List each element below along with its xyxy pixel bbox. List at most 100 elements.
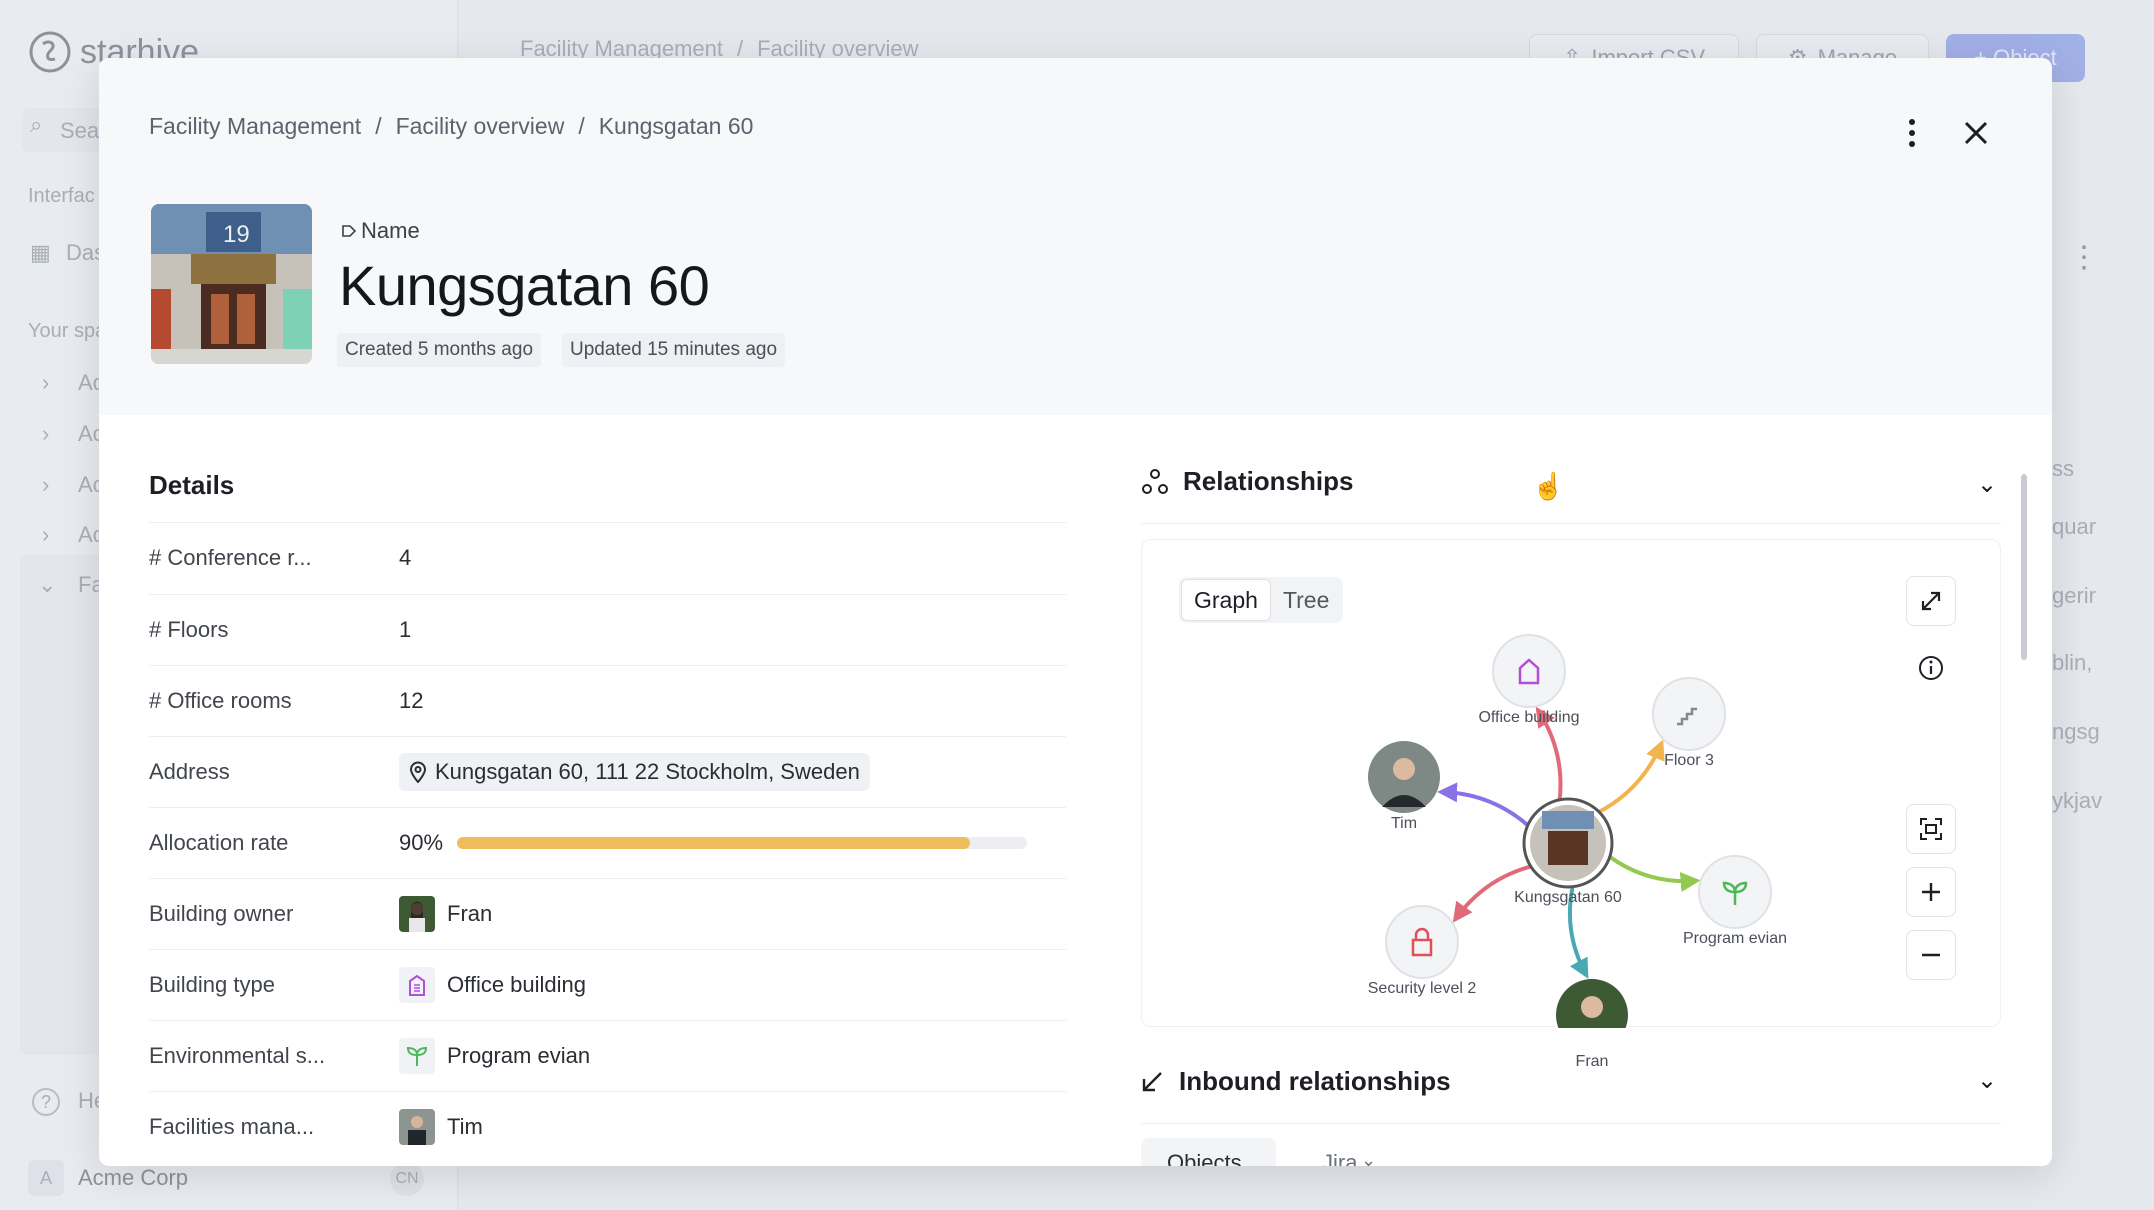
- value-text: 4: [399, 545, 412, 570]
- scrollbar[interactable]: [2021, 474, 2027, 660]
- background-breadcrumb: Facility Management / Facility overview: [520, 36, 919, 61]
- search-icon: ⌕: [30, 112, 43, 137]
- expand-button[interactable]: [1906, 576, 1956, 626]
- zoom-in-button[interactable]: [1906, 867, 1956, 917]
- breadcrumb-item[interactable]: Facility Management: [520, 36, 723, 61]
- building-icon: [399, 967, 435, 1003]
- program-name: Program evian: [447, 1043, 591, 1068]
- field-value[interactable]: 12: [399, 688, 423, 714]
- arrow-down-left-icon: [1142, 1071, 1162, 1091]
- field-value[interactable]: Tim: [399, 1109, 483, 1145]
- node-fran[interactable]: [1556, 979, 1628, 1028]
- edge-security: [1452, 863, 1536, 923]
- cell-fragment: gerir: [2052, 583, 2097, 608]
- node-center[interactable]: [1522, 797, 1614, 889]
- plus-icon: [1922, 883, 1940, 901]
- workspace-name[interactable]: Acme Corp: [78, 1165, 189, 1190]
- section-your-spaces: Your spa: [28, 320, 107, 342]
- nav-dashboard[interactable]: Das: [66, 240, 106, 265]
- created-badge: Created 5 months ago: [337, 333, 542, 367]
- relationships-icon: [1142, 468, 1168, 494]
- person-name: Tim: [447, 1114, 483, 1139]
- relationship-graph[interactable]: Graph Tree Office building Floor 3 Tim Prog…: [1141, 539, 2002, 1070]
- field-label: Address: [149, 759, 230, 784]
- allocation-progress-bar: [457, 837, 1028, 849]
- breadcrumb-item[interactable]: Facility overview: [757, 36, 919, 61]
- edge-office: [1535, 706, 1563, 805]
- name-label-text: Name: [361, 218, 420, 243]
- edge-floor: [1594, 739, 1665, 816]
- breadcrumb-item[interactable]: Facility Management: [149, 113, 362, 139]
- node-label: Fran: [1575, 1053, 1609, 1070]
- node-office[interactable]: [1492, 634, 1566, 708]
- cell-fragment: quar: [2052, 514, 2097, 539]
- chevron-down-icon[interactable]: ⌄: [1977, 471, 1998, 498]
- building-icon: [1518, 658, 1540, 685]
- divider: [1141, 1123, 2001, 1124]
- field-label: # Office rooms: [149, 688, 292, 713]
- node-security[interactable]: [1385, 905, 1459, 979]
- node-label: Program evian: [1682, 930, 1788, 947]
- field-value[interactable]: Office building: [399, 967, 586, 1003]
- address-chip[interactable]: Kungsgatan 60, 111 22 Stockholm, Sweden: [399, 753, 870, 791]
- value-text: 1: [399, 617, 412, 642]
- fran-avatar: [399, 896, 435, 932]
- building-thumbnail: 19: [151, 204, 312, 364]
- chevron-right-icon: ›: [42, 421, 50, 446]
- progress-fill: [457, 837, 971, 849]
- field-value[interactable]: Program evian: [399, 1038, 590, 1074]
- field-label: Allocation rate: [149, 830, 289, 855]
- field-value[interactable]: 90%: [399, 830, 1028, 856]
- tab-tree[interactable]: Tree: [1282, 586, 1330, 613]
- node-label-center: Kungsgatan 60: [1514, 889, 1622, 906]
- detail-row-building-owner: Building owner Fran: [149, 878, 1066, 949]
- edge-tim: [1437, 782, 1533, 830]
- node-label: Security level 2: [1367, 980, 1477, 997]
- details-heading: Details: [149, 470, 235, 500]
- field-label: # Floors: [149, 617, 229, 642]
- divider: [1141, 523, 2001, 524]
- kebab-icon[interactable]: ⋮: [2069, 241, 2099, 274]
- node-tim[interactable]: [1368, 741, 1440, 813]
- modal-header: Facility Management / Facility overview / …: [99, 58, 2052, 415]
- tab-objects-bg: [1141, 1138, 1276, 1166]
- zoom-out-button[interactable]: [1906, 930, 1956, 980]
- graph-canvas[interactable]: [1142, 540, 2002, 1028]
- chevron-down-icon[interactable]: ⌄: [1361, 1150, 1377, 1166]
- tab-graph[interactable]: Graph: [1181, 579, 1271, 621]
- minus-icon: [1922, 953, 1940, 957]
- fit-view-button[interactable]: [1906, 804, 1956, 854]
- field-value[interactable]: Kungsgatan 60, 111 22 Stockholm, Sweden: [399, 753, 870, 791]
- user-avatar[interactable]: CN: [390, 1162, 424, 1196]
- more-options-button[interactable]: [1894, 113, 1930, 153]
- breadcrumb-item[interactable]: Facility overview: [395, 113, 565, 139]
- field-value[interactable]: 1: [399, 617, 411, 643]
- node-floor[interactable]: [1652, 677, 1726, 751]
- kebab-icon: [1909, 119, 1915, 147]
- percent-text: 90%: [399, 830, 444, 855]
- node-evian[interactable]: [1698, 855, 1772, 929]
- inbound-heading: Inbound relationships: [1179, 1066, 1451, 1096]
- detail-row-environmental: Environmental s... Program evian: [149, 1020, 1066, 1091]
- view-toggle: Graph Tree: [1179, 577, 1344, 623]
- cell-fragment: ykjav: [2052, 788, 2103, 813]
- info-button[interactable]: [1906, 643, 1956, 693]
- chevron-right-icon: ›: [42, 522, 50, 547]
- chevron-down-icon[interactable]: ⌄: [1977, 1067, 1998, 1094]
- sprout-icon: [1722, 881, 1748, 905]
- stairs-icon: [1677, 707, 1697, 726]
- object-detail-modal: Facility Management / Facility overview / …: [99, 58, 2052, 1166]
- search-placeholder: Sea: [60, 118, 100, 143]
- relationships-header[interactable]: Relationships: [1141, 466, 1353, 497]
- fit-screen-icon: [1920, 818, 1942, 840]
- cell-fragment: ss: [2052, 456, 2074, 481]
- field-value[interactable]: 4: [399, 545, 411, 571]
- tab-jira[interactable]: Jira: [1322, 1150, 1358, 1166]
- address-text: Kungsgatan 60, 111 22 Stockholm, Sweden: [435, 759, 860, 784]
- node-label: Tim: [1390, 815, 1418, 832]
- inbound-header[interactable]: Inbound relationships: [1141, 1066, 1451, 1097]
- object-title[interactable]: Kungsgatan 60: [339, 254, 710, 317]
- tab-objects[interactable]: Objects: [1167, 1150, 1242, 1166]
- close-button[interactable]: [1956, 113, 1996, 153]
- field-value[interactable]: Fran: [399, 896, 492, 932]
